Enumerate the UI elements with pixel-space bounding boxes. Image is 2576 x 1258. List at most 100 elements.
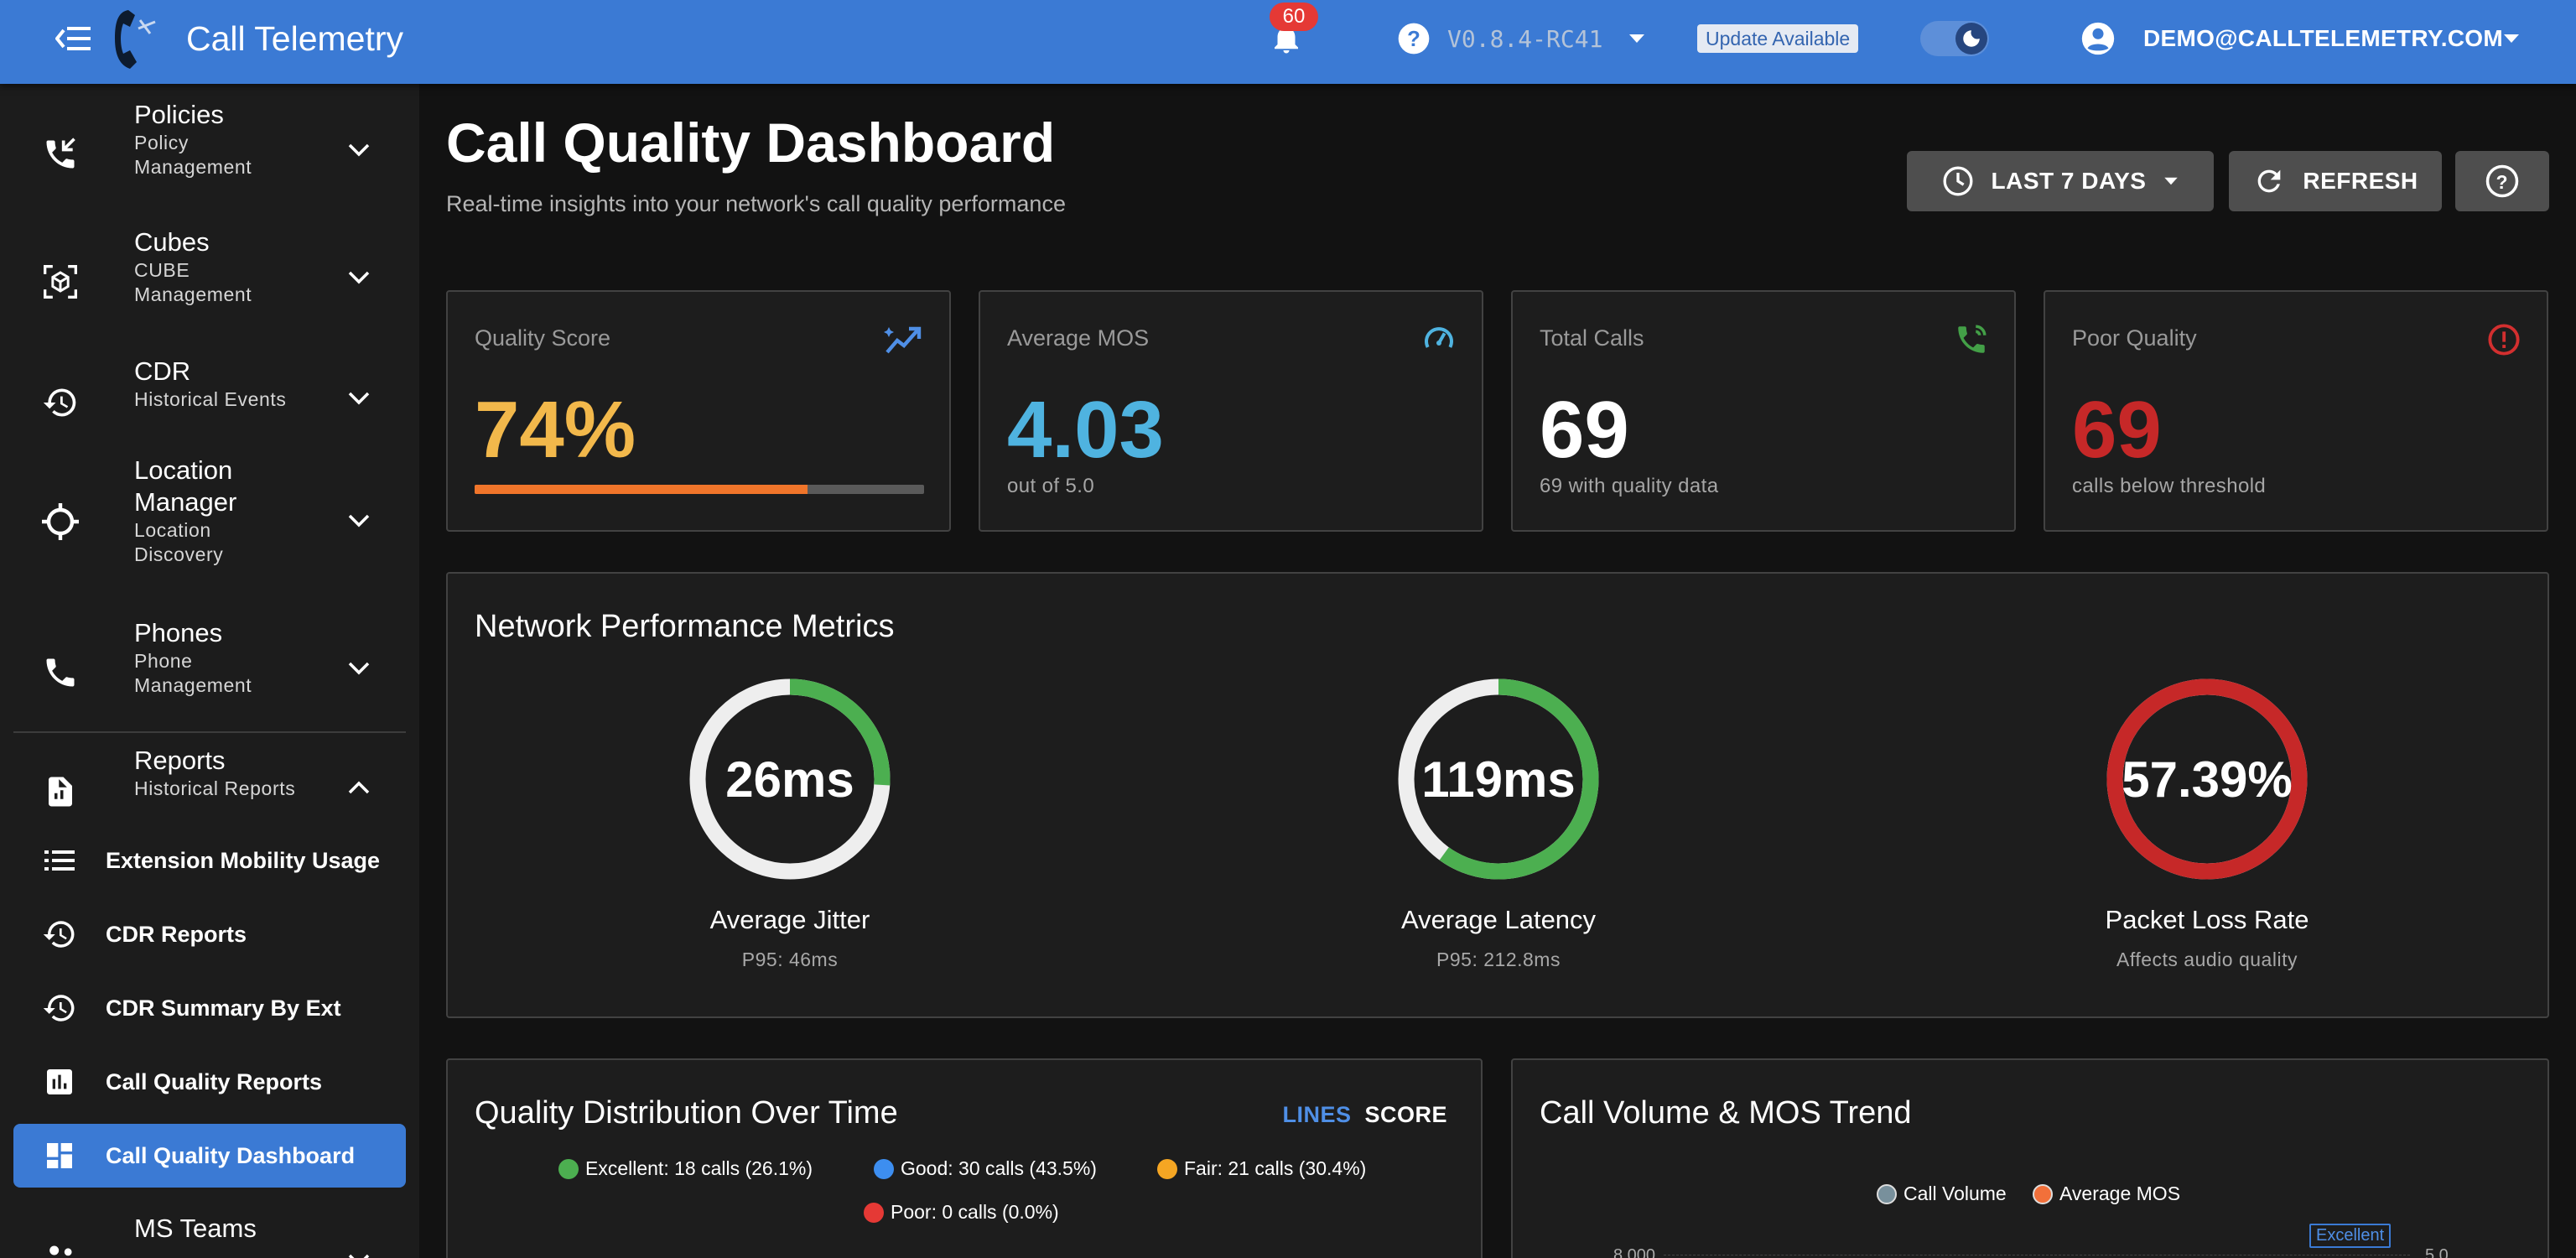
y-axis-right-tick: 5.0: [2425, 1246, 2449, 1258]
crosshair-icon: [42, 503, 79, 540]
account-email[interactable]: DEMO@CALLTELEMETRY.COM: [2143, 25, 2503, 51]
help-button[interactable]: ?: [1392, 0, 1436, 77]
sidebar-item-title: Cubes: [134, 227, 210, 257]
svg-text:?: ?: [1407, 28, 1420, 51]
history-icon: [43, 921, 75, 948]
average-mos-value: 4.03: [1007, 385, 1164, 475]
menu-toggle-button[interactable]: [49, 0, 99, 77]
sidebar-item-cdr[interactable]: CDR Historical Events: [0, 356, 419, 439]
view-toggle-group: LINES SCORE: [1282, 1102, 1447, 1128]
page-title: Call Quality Dashboard: [446, 112, 1056, 174]
teams-icon: [49, 1245, 72, 1256]
caret-down-icon: [2504, 34, 2519, 43]
legend-item-poor[interactable]: Poor: 0 calls (0.0%): [864, 1201, 1059, 1224]
sidebar-item-title: MS Teams: [134, 1214, 257, 1243]
quality-distribution-card: Quality Distribution Over Time LINES SCO…: [446, 1058, 1483, 1258]
sidebar-item-location-manager[interactable]: Location Manager Location Discovery: [0, 455, 419, 589]
poor-quality-value: 69: [2072, 385, 2162, 475]
sidebar-item-title: Reports: [134, 746, 226, 775]
help-circle-outline-icon: ?: [2485, 164, 2519, 198]
section-title: Quality Distribution Over Time: [475, 1095, 898, 1131]
y-axis-left-tick: 8,000: [1613, 1246, 1656, 1258]
legend-dot: [1157, 1158, 1177, 1179]
svg-text:?: ?: [2496, 171, 2509, 193]
chevron-down-icon: [348, 143, 370, 157]
legend-item-average-mos[interactable]: Average MOS: [2033, 1183, 2180, 1205]
sidebar-subitem-call-quality-reports[interactable]: Call Quality Reports: [13, 1050, 406, 1114]
sidebar-divider: [13, 731, 406, 733]
sidebar-item-ms-teams[interactable]: MS Teams: [0, 1213, 419, 1258]
jitter-gauge-arc: [689, 678, 891, 880]
kpi-card-total-calls: Total Calls 69 69 with quality data: [1511, 290, 2016, 532]
kpi-card-poor-quality: Poor Quality 69 calls below threshold: [2044, 290, 2548, 532]
network-performance-card: Network Performance Metrics 26ms Average…: [446, 572, 2549, 1018]
legend-item-call-volume[interactable]: Call Volume: [1877, 1183, 2007, 1205]
date-range-button[interactable]: LAST 7 DAYS: [1907, 151, 2214, 211]
legend-dot: [864, 1202, 884, 1223]
legend-item-excellent[interactable]: Excellent: 18 calls (26.1%): [558, 1157, 813, 1180]
phone-callback-icon: [46, 138, 75, 169]
help-circle-icon: ?: [1398, 23, 1430, 55]
sidebar-subitem-cdr-reports[interactable]: CDR Reports: [13, 902, 406, 966]
legend-item-fair[interactable]: Fair: 21 calls (30.4%): [1157, 1157, 1366, 1180]
sidebar-item-reports[interactable]: Reports Historical Reports: [0, 745, 419, 829]
chevron-down-icon: [348, 514, 370, 528]
version-menu-button[interactable]: [1620, 0, 1654, 77]
sidebar-item-phones[interactable]: Phones Phone Management: [0, 617, 419, 718]
bar-chart-icon: [47, 1069, 72, 1094]
chevron-down-icon: [348, 392, 370, 405]
chevron-down-icon: [348, 271, 370, 284]
dashboard-icon: [47, 1143, 72, 1168]
phone-in-talk-icon: [1958, 325, 1987, 353]
alert-circle-icon: [2488, 324, 2520, 356]
chevron-down-icon: [348, 1254, 370, 1258]
caret-down-icon: [2164, 177, 2179, 185]
app-logo: [107, 0, 164, 77]
update-available-badge[interactable]: Update Available: [1697, 24, 1859, 53]
phone-logo-icon: [115, 10, 156, 69]
chevron-up-icon: [348, 781, 370, 794]
score-toggle[interactable]: SCORE: [1364, 1102, 1447, 1127]
call-volume-mos-card: Call Volume & MOS Trend Call Volume Aver…: [1511, 1058, 2549, 1258]
quality-score-progress: [475, 485, 924, 494]
quality-score-value: 74%: [475, 385, 636, 475]
legend-dot: [874, 1158, 894, 1179]
total-calls-value: 69: [1540, 385, 1629, 475]
sidebar-item-cubes[interactable]: Cubes CUBE Management: [0, 226, 419, 327]
top-app-bar: Call Telemetry 60 ? V0.8.4-RC41 Update A…: [0, 0, 2576, 84]
dark-mode-toggle[interactable]: [1920, 21, 1989, 56]
list-icon: [44, 850, 75, 871]
lines-toggle[interactable]: LINES: [1282, 1102, 1352, 1127]
notification-count-badge: 60: [1270, 3, 1318, 31]
latency-gauge-arc: [1398, 678, 1599, 880]
cube-icon: [44, 265, 77, 299]
legend-item-good[interactable]: Good: 30 calls (43.5%): [874, 1157, 1097, 1180]
sidebar-item-policies[interactable]: Policies Policy Management: [0, 99, 419, 200]
clock-icon: [1943, 166, 1973, 196]
history-icon: [43, 995, 75, 1021]
report-icon: [49, 777, 72, 807]
app-title: Call Telemetry: [186, 18, 403, 58]
sidebar-item-title: Phones: [134, 618, 223, 647]
phone-icon: [46, 658, 75, 687]
sidebar-item-title: Location: [134, 455, 233, 485]
history-icon: [43, 388, 76, 417]
chevron-down-icon: [348, 662, 370, 675]
sidebar-subitem-extension-mobility-usage[interactable]: Extension Mobility Usage: [13, 829, 406, 892]
dashboard-help-button[interactable]: ?: [2455, 151, 2549, 211]
section-title: Call Volume & MOS Trend: [1540, 1095, 1912, 1131]
legend-dot: [2033, 1183, 2053, 1204]
section-title: Network Performance Metrics: [475, 609, 895, 644]
moon-icon: [1963, 30, 1980, 47]
kpi-card-quality-score: Quality Score 74%: [446, 290, 951, 532]
refresh-button[interactable]: REFRESH: [2229, 151, 2442, 211]
sidebar-subitem-cdr-summary-by-ext[interactable]: CDR Summary By Ext: [13, 976, 406, 1040]
sidebar-subitem-call-quality-dashboard[interactable]: Call Quality Dashboard: [13, 1124, 406, 1188]
page-subtitle: Real-time insights into your network's c…: [446, 191, 1066, 216]
account-menu-button[interactable]: [2490, 0, 2532, 77]
notifications-button[interactable]: [1261, 0, 1311, 77]
legend-dot: [1877, 1183, 1897, 1204]
account-button[interactable]: [2075, 0, 2122, 77]
sidebar-nav: Policies Policy Management Cubes CUBE Ma…: [0, 84, 419, 1258]
excellent-threshold-label: Excellent: [2309, 1224, 2392, 1248]
